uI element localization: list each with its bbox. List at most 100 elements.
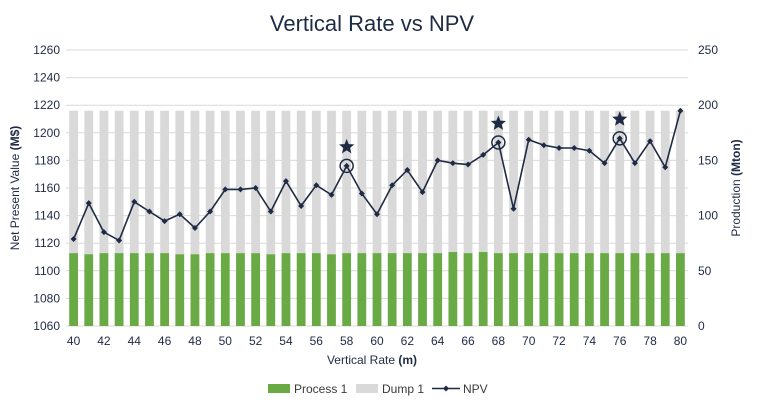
npv-line xyxy=(70,107,684,244)
chart-title: Vertical Rate vs NPV xyxy=(270,11,475,36)
bar-process-76 xyxy=(615,253,625,326)
npv-point-70 xyxy=(525,136,532,143)
bar-dump-68 xyxy=(493,110,503,254)
bar-process-72 xyxy=(554,253,564,326)
y-left-tick-label: 1080 xyxy=(33,291,60,305)
bar-dump-43 xyxy=(114,110,124,254)
npv-point-50 xyxy=(222,186,229,193)
bar-dump-75 xyxy=(600,110,609,254)
bar-dump-65 xyxy=(448,110,458,253)
y-left-tick-label: 1200 xyxy=(33,126,60,140)
x-tick-label: 46 xyxy=(158,334,172,348)
bar-process-58 xyxy=(342,253,352,326)
bar-dump-40 xyxy=(69,110,78,254)
x-tick-label: 64 xyxy=(431,334,445,348)
x-tick-label: 42 xyxy=(97,334,111,348)
y-left-tick-label: 1100 xyxy=(34,264,60,278)
bar-process-53 xyxy=(266,254,276,326)
bar-dump-58 xyxy=(342,110,352,254)
bar-dump-72 xyxy=(554,110,564,254)
bar-process-51 xyxy=(236,253,245,326)
y-left-tick-label: 1160 xyxy=(34,181,60,195)
npv-point-79 xyxy=(662,164,669,171)
x-tick-label: 70 xyxy=(522,334,536,348)
bar-dump-53 xyxy=(266,110,276,255)
bar-process-59 xyxy=(357,253,367,326)
npv-point-62 xyxy=(404,167,411,174)
y-right-ticks: 0 50 100 150 200 250 xyxy=(698,43,718,333)
npv-point-48 xyxy=(191,225,198,232)
bar-process-60 xyxy=(372,253,382,326)
npv-point-53 xyxy=(267,208,274,215)
x-tick-label: 58 xyxy=(340,334,354,348)
npv-point-68 xyxy=(495,139,502,146)
highlight-circle-68 xyxy=(491,135,506,150)
bar-dump-67 xyxy=(478,110,488,253)
npv-point-55 xyxy=(298,202,305,209)
x-ticks: 40 42 44 46 48 50 52 54 56 58 60 62 64 66 68 70 72 74 76 78… xyxy=(67,334,688,348)
x-tick-label: 76 xyxy=(613,334,627,348)
y-left-tick-label: 1240 xyxy=(33,71,60,85)
npv-point-51 xyxy=(237,186,244,193)
bar-dump-69 xyxy=(509,110,518,254)
bar-dump-77 xyxy=(630,110,640,254)
legend-npv-label: NPV xyxy=(463,382,488,396)
bar-process-49 xyxy=(205,253,215,326)
bar-dump-76 xyxy=(615,110,625,254)
npv-point-75 xyxy=(601,160,608,167)
bar-dump-47 xyxy=(175,110,185,255)
bar-dump-46 xyxy=(160,110,170,254)
legend-npv-marker xyxy=(443,385,449,392)
x-tick-label: 44 xyxy=(128,334,142,348)
bar-process-69 xyxy=(509,253,518,326)
bar-process-50 xyxy=(220,253,230,326)
bar-dump-66 xyxy=(463,110,473,254)
x-tick-label: 50 xyxy=(219,334,233,348)
bar-dump-52 xyxy=(251,110,261,254)
npv-point-76 xyxy=(616,135,623,142)
legend-dump-swatch xyxy=(356,384,378,393)
x-tick-label: 54 xyxy=(279,334,293,348)
bar-dump-59 xyxy=(357,110,367,254)
npv-point-67 xyxy=(480,151,487,158)
bar-dump-55 xyxy=(296,110,306,254)
bar-dump-57 xyxy=(327,110,336,255)
x-axis-label: Vertical Rate (m) xyxy=(327,353,417,367)
bar-process-41 xyxy=(84,254,94,326)
highlight-star-68 xyxy=(490,115,506,130)
npv-point-47 xyxy=(176,211,183,218)
npv-point-56 xyxy=(313,182,320,189)
y-left-axis-label-unit: (M$) xyxy=(8,126,22,151)
bar-process-56 xyxy=(311,253,321,326)
legend-process-label: Process 1 xyxy=(294,382,348,396)
bar-process-61 xyxy=(387,253,397,326)
bar-process-52 xyxy=(251,253,261,326)
bar-dump-63 xyxy=(418,110,427,254)
npv-point-52 xyxy=(252,185,259,191)
bar-process-71 xyxy=(539,253,549,326)
legend-process-swatch xyxy=(268,384,290,393)
bar-process-66 xyxy=(463,253,473,326)
npv-point-65 xyxy=(449,160,456,167)
bar-process-48 xyxy=(190,254,200,326)
x-tick-label: 48 xyxy=(188,334,202,348)
bar-process-55 xyxy=(296,253,306,326)
bar-process-68 xyxy=(493,253,503,326)
y-left-axis-label-text: Net Present Value xyxy=(8,150,22,250)
bars xyxy=(69,110,685,326)
npv-point-64 xyxy=(434,157,441,164)
npv-point-78 xyxy=(647,138,654,145)
bar-dump-51 xyxy=(236,110,245,254)
y-left-tick-label: 1260 xyxy=(33,43,60,57)
npv-point-63 xyxy=(419,189,426,196)
y-right-axis-label-unit: (Mton) xyxy=(729,139,743,176)
x-tick-label: 60 xyxy=(370,334,384,348)
npv-point-74 xyxy=(586,147,593,154)
npv-point-42 xyxy=(100,229,107,236)
bar-dump-50 xyxy=(220,110,230,254)
bar-process-74 xyxy=(584,253,594,326)
bar-dump-71 xyxy=(539,110,549,254)
highlight-star-76 xyxy=(612,111,628,126)
x-tick-label: 52 xyxy=(249,334,263,348)
bar-process-77 xyxy=(630,253,640,326)
